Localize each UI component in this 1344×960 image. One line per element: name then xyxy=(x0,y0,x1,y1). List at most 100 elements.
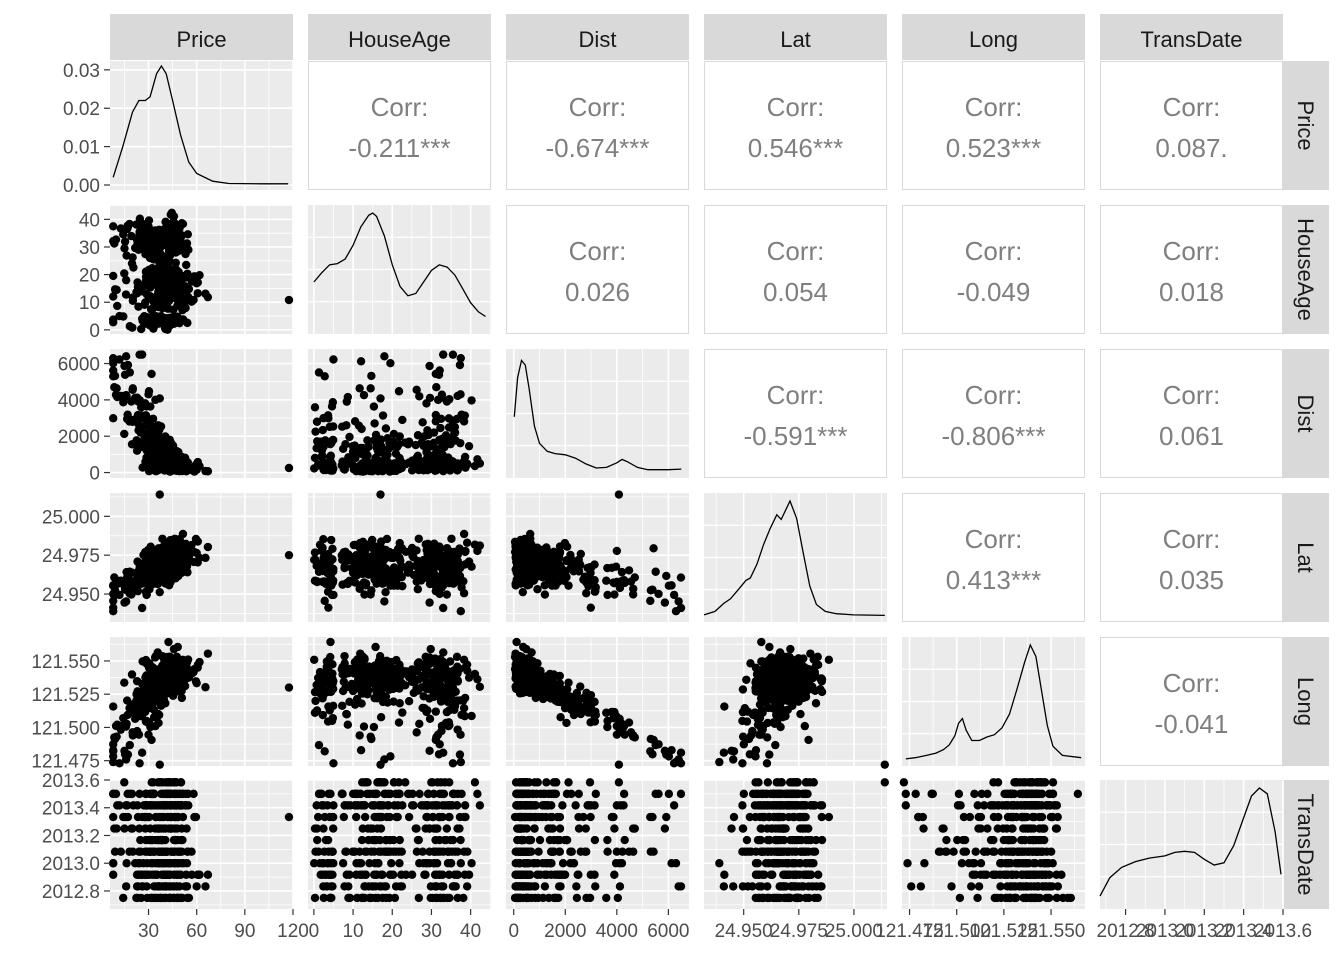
data-point xyxy=(425,598,434,607)
data-point xyxy=(109,859,118,868)
corr-panel-price-houseage: Corr:-0.211*** xyxy=(308,61,491,190)
data-point xyxy=(416,673,426,682)
data-point xyxy=(518,675,528,684)
data-point xyxy=(413,686,423,695)
corr-panel-houseage-transdate: Corr:0.018 xyxy=(1100,205,1283,334)
data-point xyxy=(137,350,147,359)
data-point xyxy=(439,663,448,672)
data-point xyxy=(109,789,118,799)
data-point xyxy=(141,228,151,237)
data-point xyxy=(380,352,389,361)
data-point xyxy=(764,655,774,665)
data-point xyxy=(566,692,575,701)
data-point xyxy=(109,757,118,767)
data-point xyxy=(157,870,167,879)
scatter-panel-long-vs-lat xyxy=(704,637,889,769)
data-point xyxy=(373,694,382,703)
data-point xyxy=(751,677,761,686)
data-point xyxy=(170,224,180,233)
data-point xyxy=(147,305,156,314)
data-point xyxy=(562,686,571,695)
data-point xyxy=(786,644,795,654)
data-point xyxy=(161,699,170,708)
data-point xyxy=(132,676,142,686)
row-strip-transdate xyxy=(1283,780,1329,909)
data-point xyxy=(403,568,413,577)
data-point xyxy=(351,463,361,473)
data-point xyxy=(177,549,187,558)
data-point xyxy=(800,721,810,731)
data-point xyxy=(155,587,164,597)
data-point xyxy=(312,417,322,426)
density-panel-dist xyxy=(506,349,689,478)
data-point xyxy=(140,563,150,573)
data-point xyxy=(586,718,595,727)
data-point xyxy=(135,789,144,799)
data-point xyxy=(381,587,390,597)
corr-panel-dist-lat: Corr:-0.591*** xyxy=(704,349,887,478)
data-point xyxy=(376,394,385,403)
scatter-panel-dist-vs-price xyxy=(109,349,294,478)
data-point xyxy=(129,263,138,272)
data-point xyxy=(116,224,126,233)
data-point xyxy=(536,666,545,676)
data-point xyxy=(459,655,469,665)
data-point xyxy=(128,824,137,833)
data-point xyxy=(312,577,322,586)
data-point xyxy=(521,568,530,578)
data-point xyxy=(395,684,404,693)
data-point xyxy=(147,446,156,455)
data-point xyxy=(148,859,158,868)
data-point xyxy=(319,577,328,587)
data-point xyxy=(452,652,462,662)
row-strip-houseage xyxy=(1283,205,1329,334)
data-point xyxy=(437,726,446,736)
data-point xyxy=(624,718,634,727)
data-point xyxy=(165,576,175,585)
data-point xyxy=(351,683,361,692)
data-point xyxy=(142,716,151,726)
data-point xyxy=(319,534,328,544)
data-point xyxy=(177,847,186,856)
data-point xyxy=(320,372,329,381)
corr-label: Corr: xyxy=(569,92,627,122)
data-point xyxy=(355,384,364,393)
data-point xyxy=(175,318,184,328)
scatter-panel-lat-vs-price xyxy=(109,490,294,622)
data-point xyxy=(112,285,121,295)
data-point xyxy=(120,269,129,278)
data-point xyxy=(160,256,169,265)
data-point xyxy=(150,870,160,879)
data-point xyxy=(181,260,191,270)
data-point xyxy=(549,547,559,556)
data-point xyxy=(387,675,396,684)
data-point xyxy=(431,656,440,665)
data-point xyxy=(365,539,375,549)
data-point xyxy=(310,403,320,412)
data-point xyxy=(355,563,365,573)
data-point xyxy=(327,402,337,411)
data-point xyxy=(366,384,375,393)
data-point xyxy=(444,718,454,727)
data-point xyxy=(338,701,347,710)
data-point xyxy=(394,440,404,449)
data-point xyxy=(162,272,171,281)
strip-long xyxy=(902,14,1085,60)
data-point xyxy=(128,577,137,586)
data-point xyxy=(121,352,131,361)
data-point xyxy=(116,725,126,734)
data-point xyxy=(146,313,155,322)
data-point xyxy=(610,590,619,599)
data-point xyxy=(176,245,185,255)
data-point xyxy=(408,459,417,469)
data-point xyxy=(669,590,679,600)
panel-background xyxy=(1100,205,1283,334)
data-point xyxy=(418,418,427,427)
data-point xyxy=(750,708,760,717)
data-point xyxy=(365,674,374,683)
data-point xyxy=(162,657,171,667)
corr-value: -0.806*** xyxy=(941,421,1045,451)
data-point xyxy=(551,566,560,575)
data-point xyxy=(160,264,170,274)
data-point xyxy=(654,589,663,599)
